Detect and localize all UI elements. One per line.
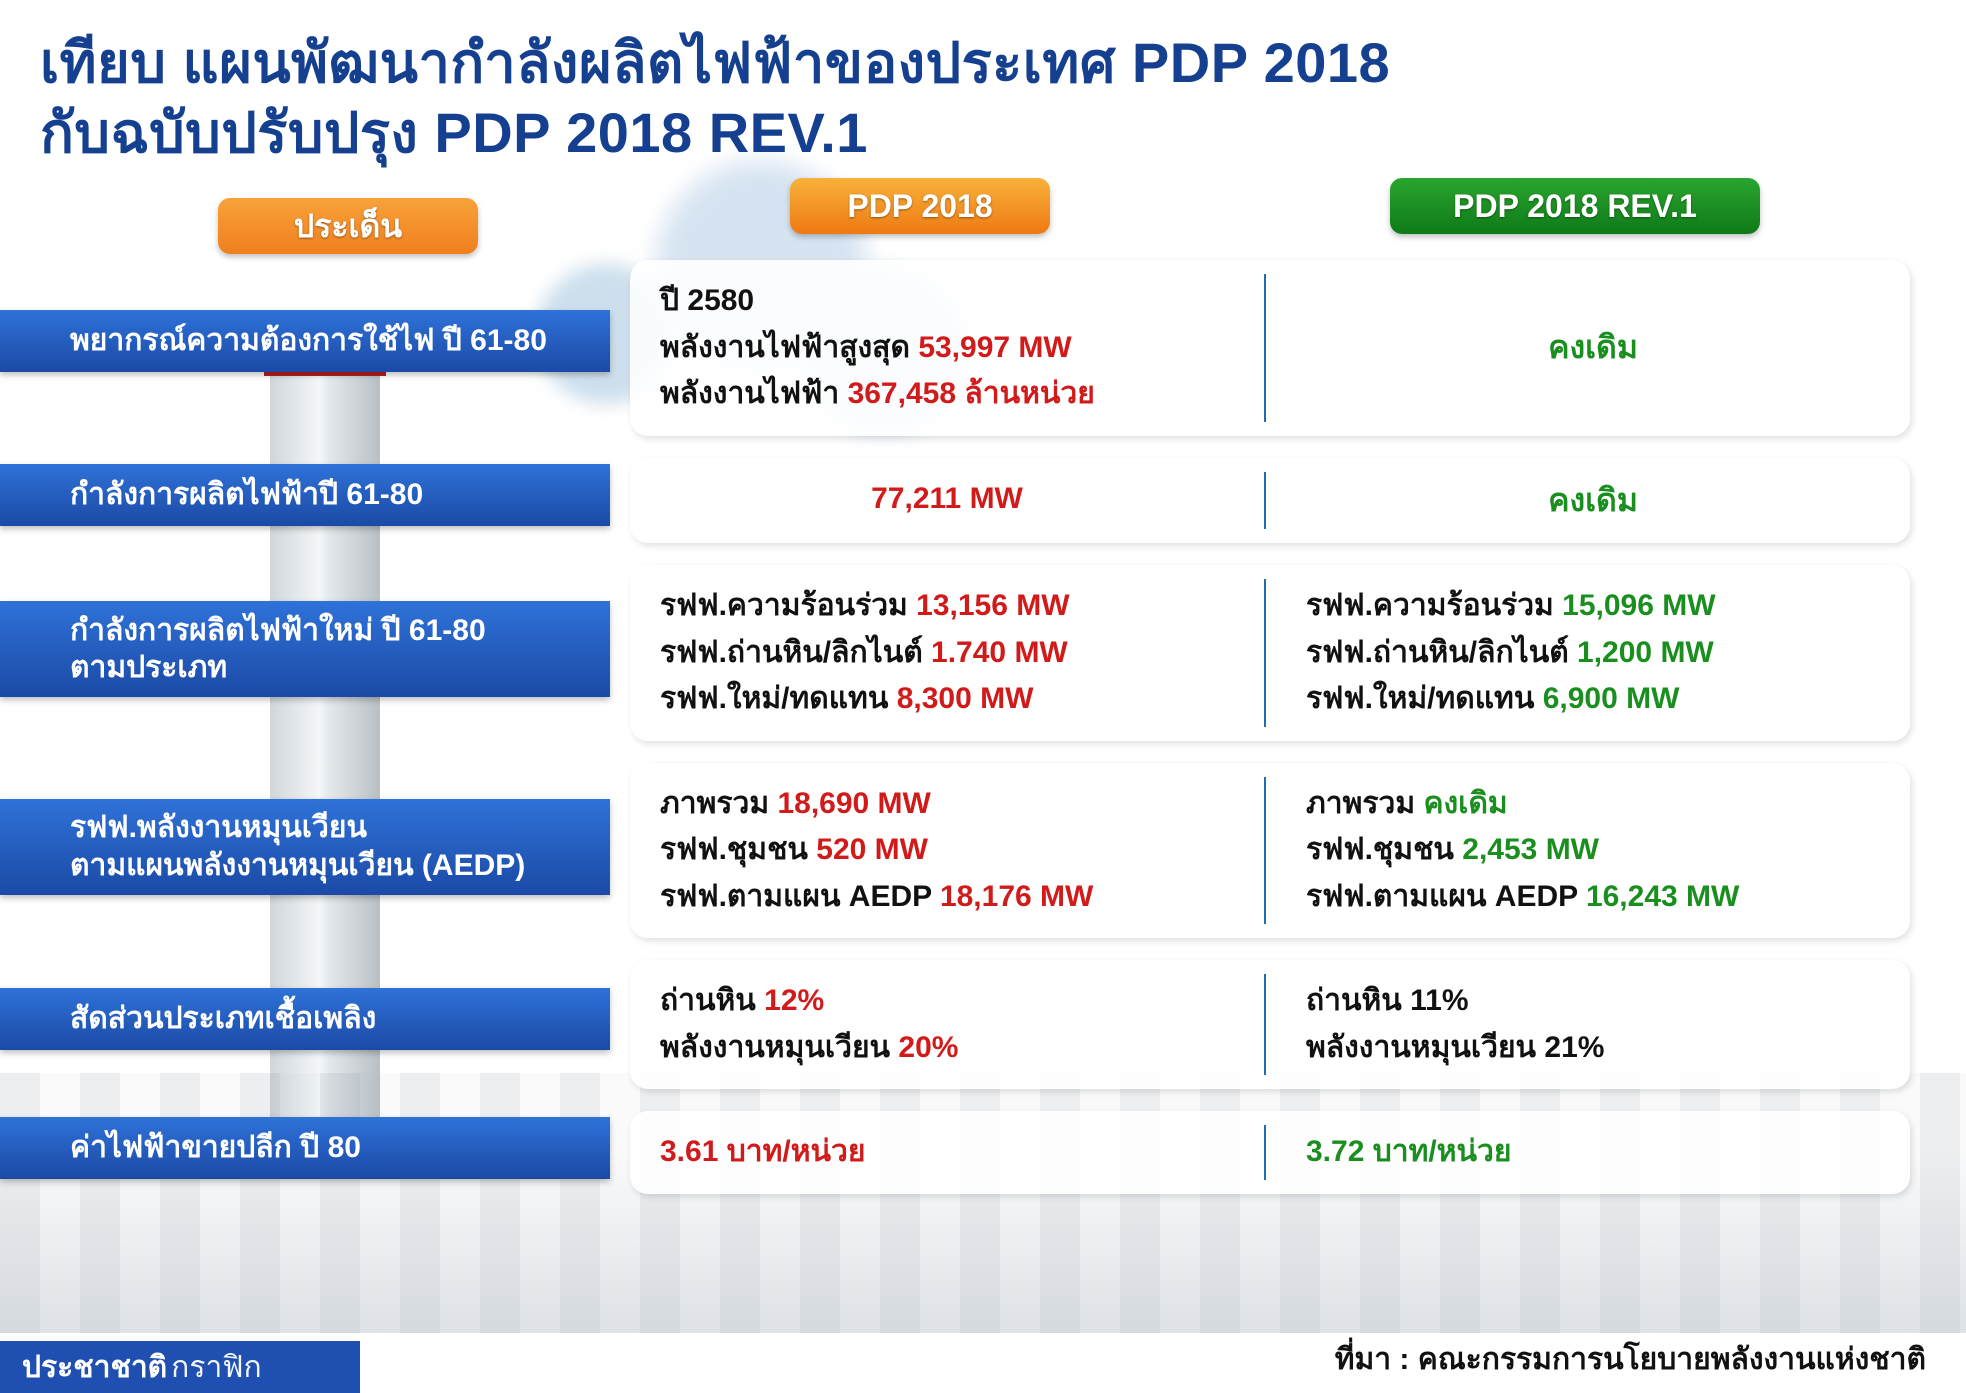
pill-pdp2018: PDP 2018 [790,178,1050,234]
r5-r1p: ถ่านหิน [1306,984,1410,1017]
row-forecast: พยากรณ์ความต้องการใช้ไฟ ปี 61-80 ปี 2580… [0,260,1966,436]
r6-right: 3.72 บาท/หน่วย [1306,1135,1511,1168]
row-renewable: รฟฟ.พลังงานหมุนเวียน ตามแผนพลังงานหมุนเว… [0,763,1966,939]
col-pdp2018: ภาพรวม 18,690 MW รฟฟ.ชุมชน 520 MW รฟฟ.ตา… [660,781,1264,921]
r3-l3v: 8,300 MW [897,682,1034,715]
r3-r3v: 6,900 MW [1543,682,1680,715]
r5-r2p: พลังงานหมุนเวียน [1306,1031,1544,1064]
row-new-capacity: กำลังการผลิตไฟฟ้าใหม่ ปี 61-80 ตามประเภท… [0,565,1966,741]
r1-l3-pre: พลังงานไฟฟ้า [660,377,848,410]
r1-l1: ปี 2580 [660,284,754,317]
r3-l1p: รฟฟ.ความร้อนร่วม [660,589,916,622]
r5-l1p: ถ่านหิน [660,984,764,1017]
r4-r1v: คงเดิม [1423,787,1507,820]
row-retail-price: ค่าไฟฟ้าขายปลีก ปี 80 3.61 บาท/หน่วย 3.7… [0,1111,1966,1194]
r4-r3v: 16,243 MW [1586,880,1739,913]
row-panel: รฟฟ.ความร้อนร่วม 13,156 MW รฟฟ.ถ่านหิน/ล… [630,565,1910,741]
col-rev1: 3.72 บาท/หน่วย [1266,1129,1880,1176]
col-pdp2018: ปี 2580 พลังงานไฟฟ้าสูงสุด 53,997 MW พลั… [660,278,1264,418]
col-rev1: ภาพรวม คงเดิม รฟฟ.ชุมชน 2,453 MW รฟฟ.ตาม… [1266,781,1880,921]
row-label-text: พยากรณ์ความต้องการใช้ไฟ ปี 61-80 [70,322,588,360]
r1-l2-val: 53,997 MW [918,331,1071,364]
row-panel: ปี 2580 พลังงานไฟฟ้าสูงสุด 53,997 MW พลั… [630,260,1910,436]
col-rev1: คงเดิม [1266,278,1880,418]
r3-l2p: รฟฟ.ถ่านหิน/ลิกไนต์ [660,636,931,669]
comparison-rows: พยากรณ์ความต้องการใช้ไฟ ปี 61-80 ปี 2580… [0,260,1966,1216]
r3-r2p: รฟฟ.ถ่านหิน/ลิกไนต์ [1306,636,1577,669]
r3-r1p: รฟฟ.ความร้อนร่วม [1306,589,1562,622]
pill-rev1: PDP 2018 REV.1 [1390,178,1760,234]
row-panel: ถ่านหิน 12% พลังงานหมุนเวียน 20% ถ่านหิน… [630,960,1910,1089]
row-label: กำลังการผลิตไฟฟ้าปี 61-80 [0,464,610,526]
footer-brand-bold: ประชาชาติ [22,1344,167,1391]
col-rev1: คงเดิม [1266,476,1880,526]
r5-r2v: 21% [1544,1031,1604,1064]
r4-r1p: ภาพรวม [1306,787,1423,820]
r4-r3p: รฟฟ.ตามแผน AEDP [1306,880,1586,913]
r1-same: คงเดิม [1548,323,1638,373]
row-panel: ภาพรวม 18,690 MW รฟฟ.ชุมชน 520 MW รฟฟ.ตา… [630,763,1910,939]
row-label: ค่าไฟฟ้าขายปลีก ปี 80 [0,1117,610,1179]
r4-l2v: 520 MW [816,833,928,866]
footer-brand-light: กราฟิก [171,1344,262,1391]
r4-l1p: ภาพรวม [660,787,777,820]
footer-brand: ประชาชาติกราฟิก [0,1341,360,1393]
row-label-text: สัดส่วนประเภทเชื้อเพลิง [70,1000,588,1038]
row-fuel-mix: สัดส่วนประเภทเชื้อเพลิง ถ่านหิน 12% พลัง… [0,960,1966,1089]
row-label-l1: รฟฟ.พลังงานหมุนเวียน [70,809,588,847]
row-panel: 77,211 MW คงเดิม [630,458,1910,544]
col-pdp2018: 3.61 บาท/หน่วย [660,1129,1264,1176]
r4-l3v: 18,176 MW [940,880,1093,913]
r3-l1v: 13,156 MW [916,589,1069,622]
r1-l3-val: 367,458 ล้านหน่วย [848,377,1095,410]
title-line1: เทียบ แผนพัฒนากำลังผลิตไฟฟ้าของประเทศ PD… [40,28,1390,98]
r5-l1v: 12% [764,984,824,1017]
col-rev1: รฟฟ.ความร้อนร่วม 15,096 MW รฟฟ.ถ่านหิน/ล… [1266,583,1880,723]
col-pdp2018: ถ่านหิน 12% พลังงานหมุนเวียน 20% [660,978,1264,1071]
row-label: พยากรณ์ความต้องการใช้ไฟ ปี 61-80 [0,310,610,372]
r4-r2v: 2,453 MW [1462,833,1599,866]
r5-l2v: 20% [898,1031,958,1064]
r6-left: 3.61 บาท/หน่วย [660,1135,865,1168]
col-pdp2018: 77,211 MW [660,476,1264,526]
r3-l3p: รฟฟ.ใหม่/ทดแทน [660,682,897,715]
row-panel: 3.61 บาท/หน่วย 3.72 บาท/หน่วย [630,1111,1910,1194]
r3-r3p: รฟฟ.ใหม่/ทดแทน [1306,682,1543,715]
r3-r1v: 15,096 MW [1562,589,1715,622]
r4-l3p: รฟฟ.ตามแผน AEDP [660,880,940,913]
r1-l2-pre: พลังงานไฟฟ้าสูงสุด [660,331,918,364]
row-label-text: ค่าไฟฟ้าขายปลีก ปี 80 [70,1129,588,1167]
row-label-l1: กำลังการผลิตไฟฟ้าใหม่ ปี 61-80 [70,612,588,650]
footer-source: ที่มา : คณะกรรมการนโยบายพลังงานแห่งชาติ [1335,1336,1926,1383]
r4-l2p: รฟฟ.ชุมชน [660,833,816,866]
pill-issue: ประเด็น [218,198,478,254]
col-rev1: ถ่านหิน 11% พลังงานหมุนเวียน 21% [1266,978,1880,1071]
r3-l2v: 1.740 MW [931,636,1068,669]
row-label-l2: ตามประเภท [70,649,588,687]
row-label-l2: ตามแผนพลังงานหมุนเวียน (AEDP) [70,847,588,885]
r3-r2v: 1,200 MW [1577,636,1714,669]
r4-r2p: รฟฟ.ชุมชน [1306,833,1462,866]
row-capacity: กำลังการผลิตไฟฟ้าปี 61-80 77,211 MW คงเด… [0,458,1966,544]
title-line2: กับฉบับปรับปรุง PDP 2018 REV.1 [40,98,1390,168]
r4-l1v: 18,690 MW [777,787,930,820]
r5-l2p: พลังงานหมุนเวียน [660,1031,898,1064]
row-label: รฟฟ.พลังงานหมุนเวียน ตามแผนพลังงานหมุนเว… [0,799,610,895]
r2-same: คงเดิม [1548,482,1638,518]
r2-left: 77,211 MW [871,482,1023,515]
row-label-text: กำลังการผลิตไฟฟ้าปี 61-80 [70,476,588,514]
page-title: เทียบ แผนพัฒนากำลังผลิตไฟฟ้าของประเทศ PD… [40,28,1390,168]
r5-r1v: 11% [1410,984,1468,1017]
row-label: สัดส่วนประเภทเชื้อเพลิง [0,988,610,1050]
row-label: กำลังการผลิตไฟฟ้าใหม่ ปี 61-80 ตามประเภท [0,601,610,697]
col-pdp2018: รฟฟ.ความร้อนร่วม 13,156 MW รฟฟ.ถ่านหิน/ล… [660,583,1264,723]
